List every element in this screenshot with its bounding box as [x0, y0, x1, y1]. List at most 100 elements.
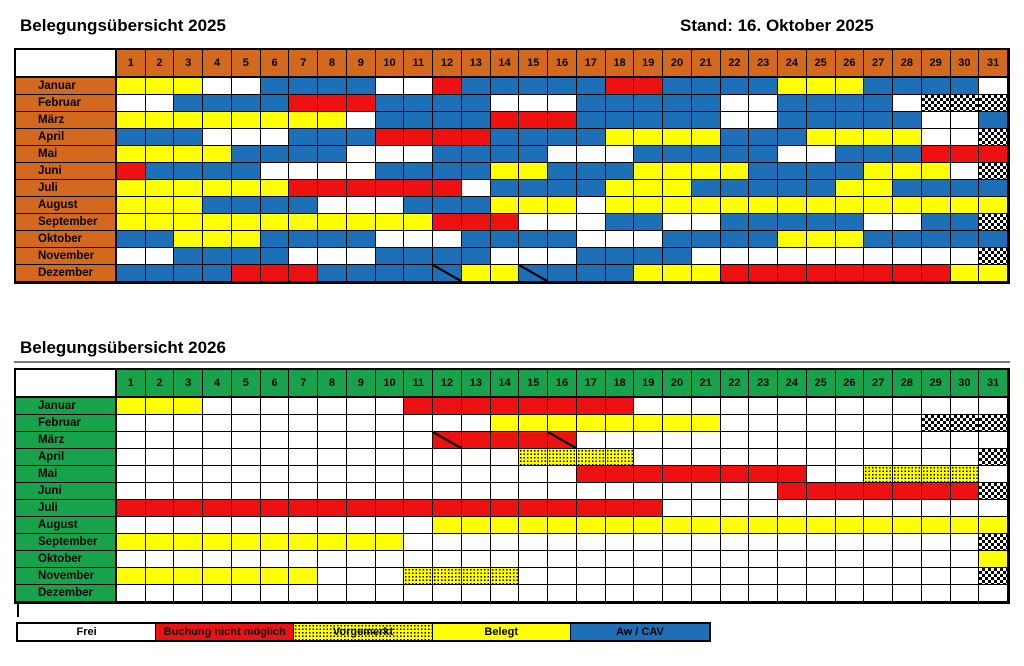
day-cell-2025-Juni-7 [289, 163, 319, 180]
day-cell-2025-Mai-10 [375, 146, 405, 163]
day-cell-2025-März-10 [375, 112, 405, 129]
day-cell-2025-Oktober-19 [634, 231, 664, 248]
day-cell-2025-Dezember-26 [835, 265, 865, 282]
day-cell-2026-Dezember-6 [260, 585, 290, 602]
day-cell-2025-Februar-8 [318, 95, 347, 112]
day-header-2026-26: 26 [835, 370, 865, 398]
day-cell-2025-November-28 [893, 248, 922, 265]
day-cell-2026-Juli-30 [950, 500, 980, 517]
day-cell-2026-Dezember-8 [318, 585, 347, 602]
day-cell-2025-März-29 [921, 112, 951, 129]
day-cell-2025-August-18 [605, 197, 635, 214]
month-label-2025-Juli: Juli [16, 180, 117, 197]
day-cell-2025-Mai-18 [605, 146, 635, 163]
day-header-2026-16: 16 [548, 370, 577, 398]
day-cell-2026-August-23 [749, 517, 779, 534]
day-cell-2026-Juli-26 [835, 500, 865, 517]
month-label-2026-Dezember: Dezember [16, 585, 117, 602]
day-cell-2025-April-24 [778, 129, 807, 146]
day-cell-2025-März-2 [145, 112, 175, 129]
day-cell-2026-Juli-17 [576, 500, 606, 517]
day-cell-2025-September-31 [979, 214, 1008, 231]
day-cell-2026-Mai-26 [835, 466, 865, 483]
day-cell-2026-August-10 [375, 517, 405, 534]
day-cell-2025-Oktober-28 [893, 231, 922, 248]
day-cell-2026-Januar-12 [433, 398, 462, 415]
day-cell-2026-Juli-27 [864, 500, 894, 517]
day-cell-2026-September-22 [720, 534, 750, 551]
day-cell-2026-Juni-31 [979, 483, 1008, 500]
day-cell-2025-Mai-6 [260, 146, 290, 163]
day-cell-2025-Januar-17 [576, 78, 606, 95]
day-cell-2025-Juli-25 [806, 180, 836, 197]
day-cell-2026-März-12 [433, 432, 462, 449]
day-cell-2026-April-25 [806, 449, 836, 466]
day-cell-2026-August-3 [174, 517, 204, 534]
day-cell-2025-Juli-4 [203, 180, 232, 197]
day-cell-2026-Februar-15 [519, 415, 549, 432]
day-cell-2026-Juli-10 [375, 500, 405, 517]
day-cell-2026-März-11 [404, 432, 434, 449]
day-cell-2026-Februar-10 [375, 415, 405, 432]
day-cell-2025-Mai-26 [835, 146, 865, 163]
day-cell-2025-November-20 [663, 248, 692, 265]
day-cell-2026-Oktober-18 [605, 551, 635, 568]
day-cell-2026-Oktober-3 [174, 551, 204, 568]
day-header-2026-20: 20 [663, 370, 692, 398]
day-cell-2025-April-31 [979, 129, 1008, 146]
day-cell-2026-Oktober-17 [576, 551, 606, 568]
day-cell-2025-Juni-29 [921, 163, 951, 180]
day-header-2026-10: 10 [375, 370, 405, 398]
day-cell-2026-August-31 [979, 517, 1008, 534]
day-cell-2025-Dezember-30 [950, 265, 980, 282]
day-header-2026-31: 31 [979, 370, 1008, 398]
day-cell-2026-Juni-14 [490, 483, 520, 500]
day-cell-2026-Oktober-24 [778, 551, 807, 568]
day-cell-2026-Mai-24 [778, 466, 807, 483]
day-cell-2025-August-11 [404, 197, 434, 214]
day-cell-2026-Oktober-25 [806, 551, 836, 568]
day-cell-2025-Januar-23 [749, 78, 779, 95]
day-header-2026-25: 25 [806, 370, 836, 398]
legend: Frei Buchung nicht möglich Vorgemerkt Beleg… [16, 622, 711, 642]
day-cell-2025-April-2 [145, 129, 175, 146]
day-cell-2025-Oktober-25 [806, 231, 836, 248]
day-cell-2025-November-18 [605, 248, 635, 265]
separator-line [14, 361, 1010, 363]
day-cell-2026-November-31 [979, 568, 1008, 585]
day-cell-2026-Oktober-19 [634, 551, 664, 568]
day-cell-2026-Juli-15 [519, 500, 549, 517]
day-cell-2025-Februar-5 [231, 95, 261, 112]
legend-label: Vorgemerkt [332, 626, 394, 638]
day-cell-2025-August-25 [806, 197, 836, 214]
day-cell-2026-Februar-23 [749, 415, 779, 432]
day-cell-2025-Oktober-2 [145, 231, 175, 248]
day-header-2025-30: 30 [950, 50, 980, 78]
day-cell-2026-Dezember-10 [375, 585, 405, 602]
day-cell-2025-Juli-3 [174, 180, 204, 197]
day-cell-2025-August-3 [174, 197, 204, 214]
day-cell-2026-Juli-22 [720, 500, 750, 517]
day-cell-2025-Januar-5 [231, 78, 261, 95]
day-header-2025-24: 24 [778, 50, 807, 78]
day-cell-2025-Mai-20 [663, 146, 692, 163]
day-cell-2026-Januar-7 [289, 398, 319, 415]
legend-item-A: Aw / CAV [570, 624, 709, 640]
day-cell-2025-September-20 [663, 214, 692, 231]
day-cell-2025-Juli-27 [864, 180, 894, 197]
day-cell-2025-Dezember-9 [346, 265, 376, 282]
day-cell-2026-Juli-19 [634, 500, 664, 517]
day-cell-2025-Dezember-22 [720, 265, 750, 282]
day-cell-2026-Juni-15 [519, 483, 549, 500]
day-cell-2026-März-15 [519, 432, 549, 449]
day-cell-2026-Oktober-26 [835, 551, 865, 568]
month-label-2026-August: August [16, 517, 117, 534]
day-cell-2025-Juni-25 [806, 163, 836, 180]
day-header-2026-6: 6 [260, 370, 290, 398]
day-cell-2025-Juni-1 [117, 163, 146, 180]
day-cell-2025-Oktober-23 [749, 231, 779, 248]
day-cell-2026-Januar-13 [461, 398, 491, 415]
month-label-2025-Dezember: Dezember [16, 265, 117, 282]
day-cell-2025-April-20 [663, 129, 692, 146]
day-cell-2026-September-17 [576, 534, 606, 551]
